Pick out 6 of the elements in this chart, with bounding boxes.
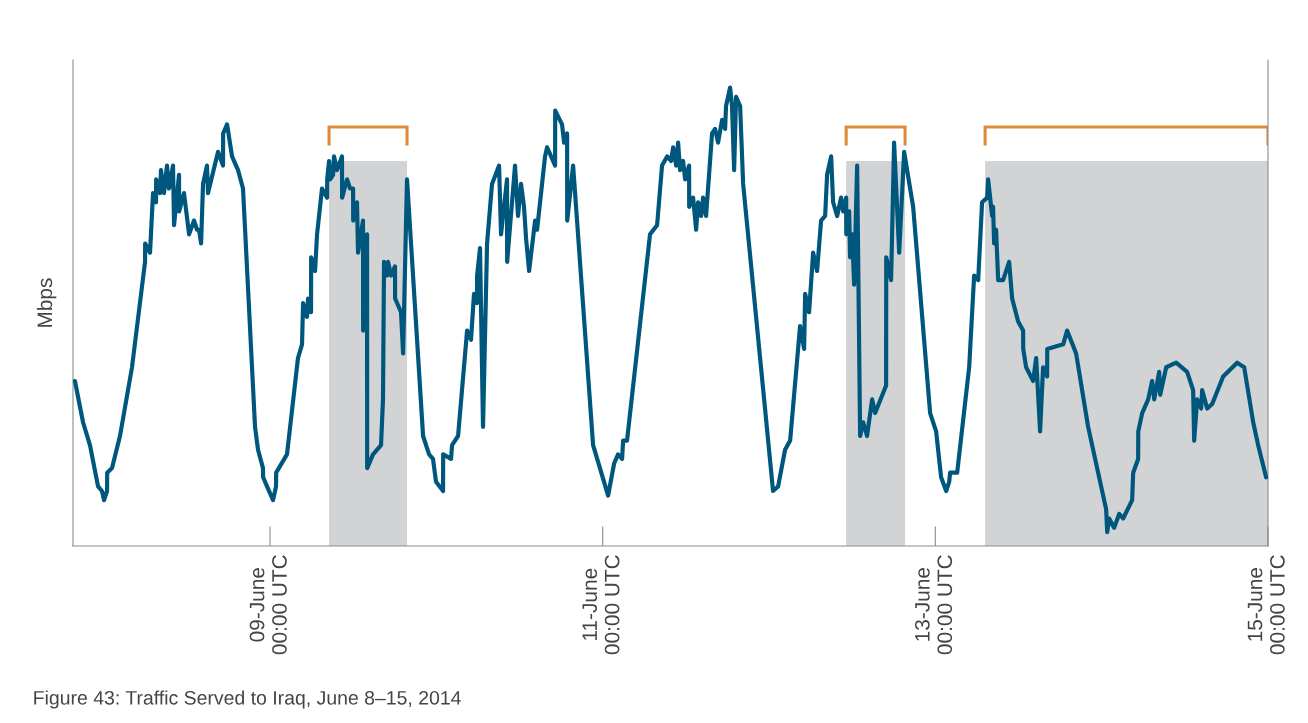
x-tick-label: 15-June 00:00 UTC: [1247, 555, 1285, 655]
x-tick-label: 11-June 00:00 UTC: [582, 555, 620, 655]
caption: Figure 43: Traffic Served to Iraq, June 8–15, 2014: [34, 690, 461, 709]
x-tick-label: 09-June 00:00 UTC: [249, 555, 287, 655]
x-tick-label: 13-June 00:00 UTC: [914, 555, 953, 655]
y-axis-title: Mbps: [36, 278, 57, 327]
